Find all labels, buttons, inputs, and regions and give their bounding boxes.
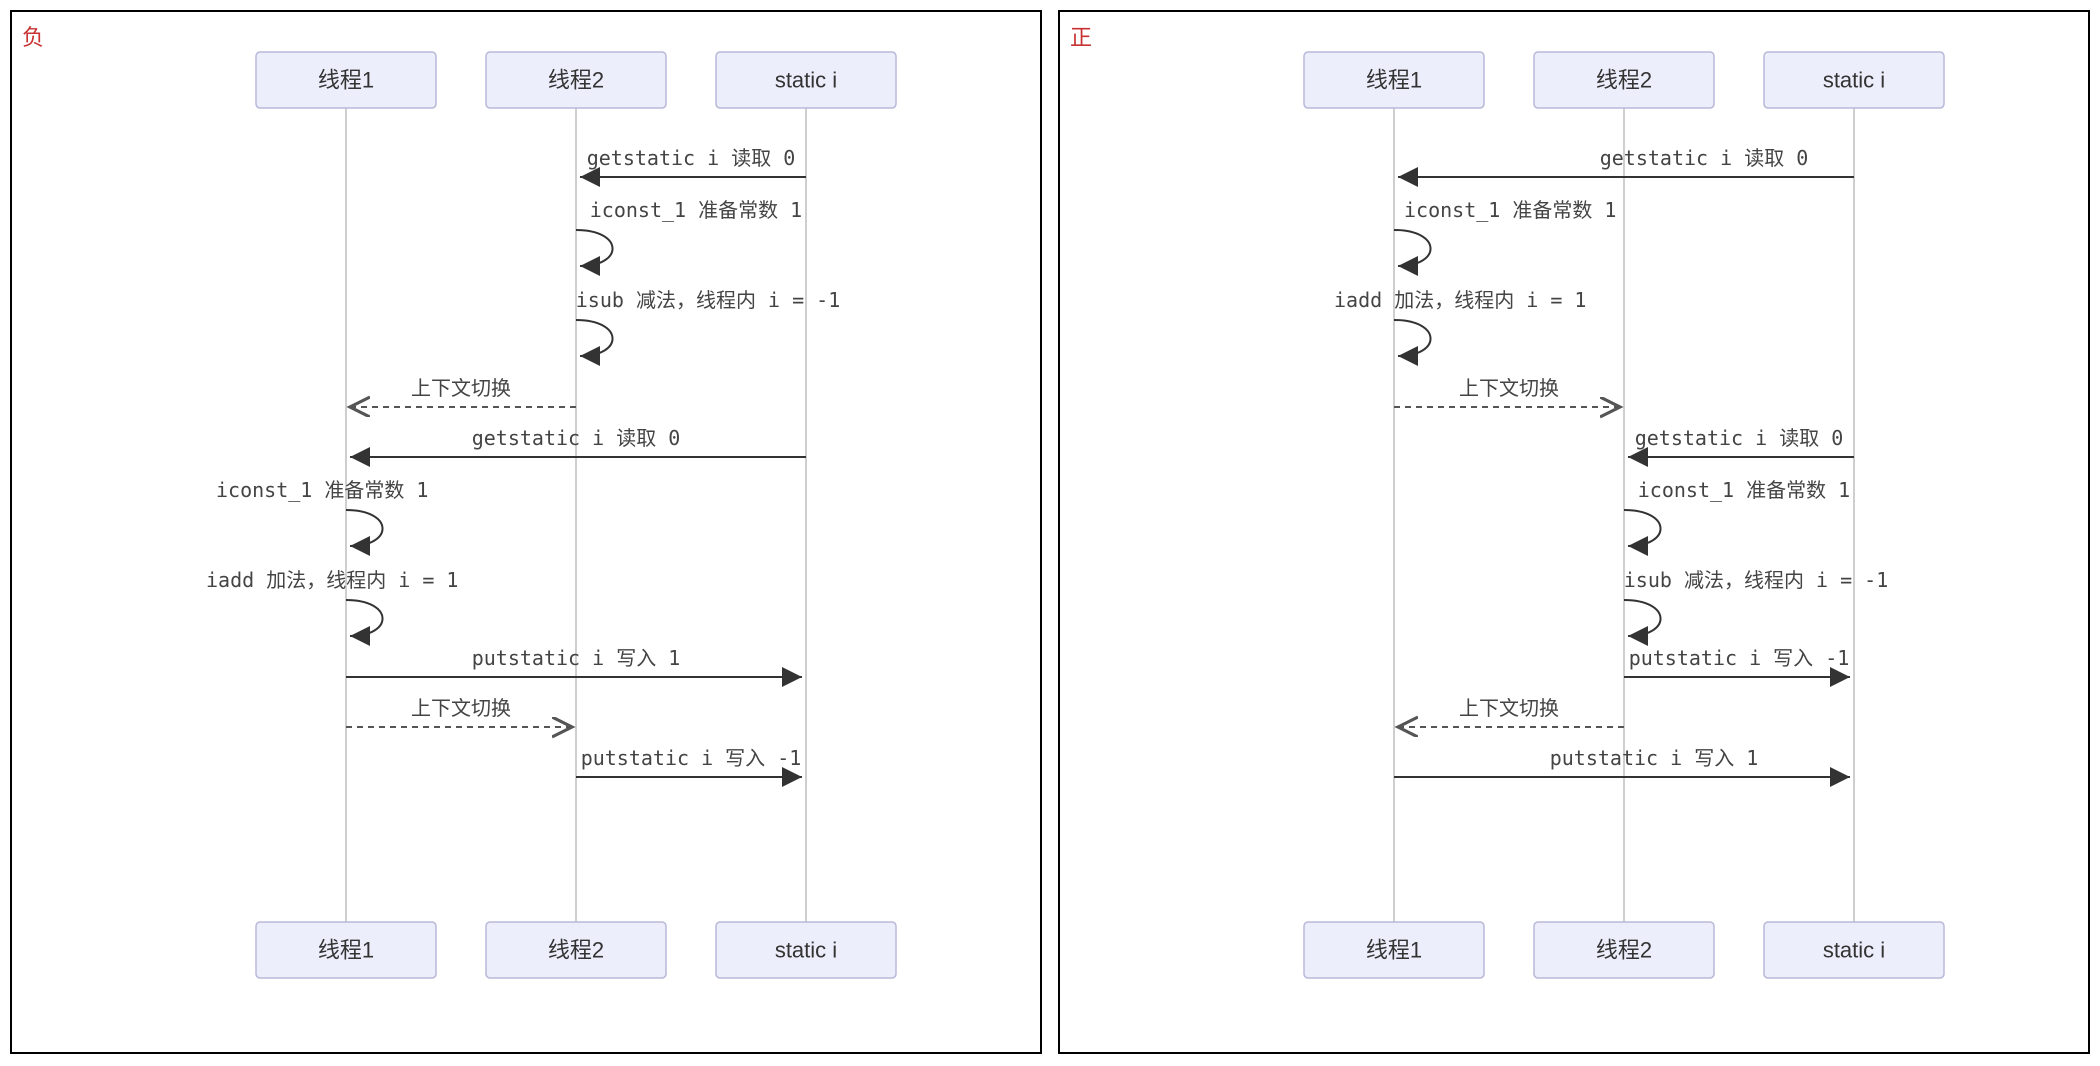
msg-label: iconst_1 准备常数 1 — [590, 198, 802, 222]
msg-label: isub 减法，线程内 i = -1 — [576, 288, 841, 312]
corner-label-positive: 正 — [1070, 20, 1092, 52]
msg-label: iconst_1 准备常数 1 — [1638, 478, 1850, 502]
actor-label-thread2-bottom: 线程2 — [1596, 938, 1652, 963]
msg-label: iadd 加法，线程内 i = 1 — [206, 568, 458, 592]
msg-label: iconst_1 准备常数 1 — [1404, 198, 1616, 222]
actor-label-thread2-bottom: 线程2 — [548, 938, 604, 963]
panel-negative: 负 线程1 线程2 static i getstatic i 读取 — [10, 10, 1042, 1054]
msg-label: getstatic i 读取 0 — [1635, 426, 1844, 450]
actor-label-static-bottom: static i — [1823, 938, 1885, 963]
self-loop — [576, 230, 613, 266]
corner-label-negative: 负 — [22, 20, 44, 52]
msg-label: getstatic i 读取 0 — [472, 426, 681, 450]
self-loop — [1394, 230, 1431, 266]
msg-label: getstatic i 读取 0 — [587, 146, 796, 170]
actor-label-static-top: static i — [775, 68, 837, 93]
msg-label: putstatic i 写入 -1 — [581, 746, 802, 770]
msg-label: putstatic i 写入 1 — [1550, 746, 1759, 770]
actor-label-thread1-top: 线程1 — [318, 68, 374, 93]
actor-label-thread1-top: 线程1 — [1366, 68, 1422, 93]
msg-label: 上下文切换 — [1459, 696, 1559, 720]
sequence-diagram-positive: 线程1 线程2 static i getstatic i 读取 0 iconst… — [1060, 12, 2088, 1052]
msg-label: isub 减法，线程内 i = -1 — [1624, 568, 1889, 592]
sequence-diagram-negative: 线程1 线程2 static i getstatic i 读取 0 iconst… — [12, 12, 1040, 1052]
self-loop — [1624, 510, 1661, 546]
self-loop — [346, 510, 383, 546]
msg-label: 上下文切换 — [1459, 376, 1559, 400]
self-loop — [576, 320, 613, 356]
msg-label: 上下文切换 — [411, 696, 511, 720]
self-loop — [1624, 600, 1661, 636]
panel-positive: 正 线程1 线程2 static i getstatic i 读取 — [1058, 10, 2090, 1054]
actor-label-thread2-top: 线程2 — [548, 68, 604, 93]
actor-label-static-top: static i — [1823, 68, 1885, 93]
msg-label: putstatic i 写入 -1 — [1629, 646, 1850, 670]
actor-label-thread1-bottom: 线程1 — [318, 938, 374, 963]
actor-label-thread2-top: 线程2 — [1596, 68, 1652, 93]
msg-label: iconst_1 准备常数 1 — [216, 478, 428, 502]
self-loop — [1394, 320, 1431, 356]
actor-label-static-bottom: static i — [775, 938, 837, 963]
actor-label-thread1-bottom: 线程1 — [1366, 938, 1422, 963]
msg-label: putstatic i 写入 1 — [472, 646, 681, 670]
msg-label: 上下文切换 — [411, 376, 511, 400]
msg-label: getstatic i 读取 0 — [1600, 146, 1809, 170]
diagram-container: 负 线程1 线程2 static i getstatic i 读取 — [10, 10, 2090, 1054]
self-loop — [346, 600, 383, 636]
msg-label: iadd 加法，线程内 i = 1 — [1334, 288, 1586, 312]
